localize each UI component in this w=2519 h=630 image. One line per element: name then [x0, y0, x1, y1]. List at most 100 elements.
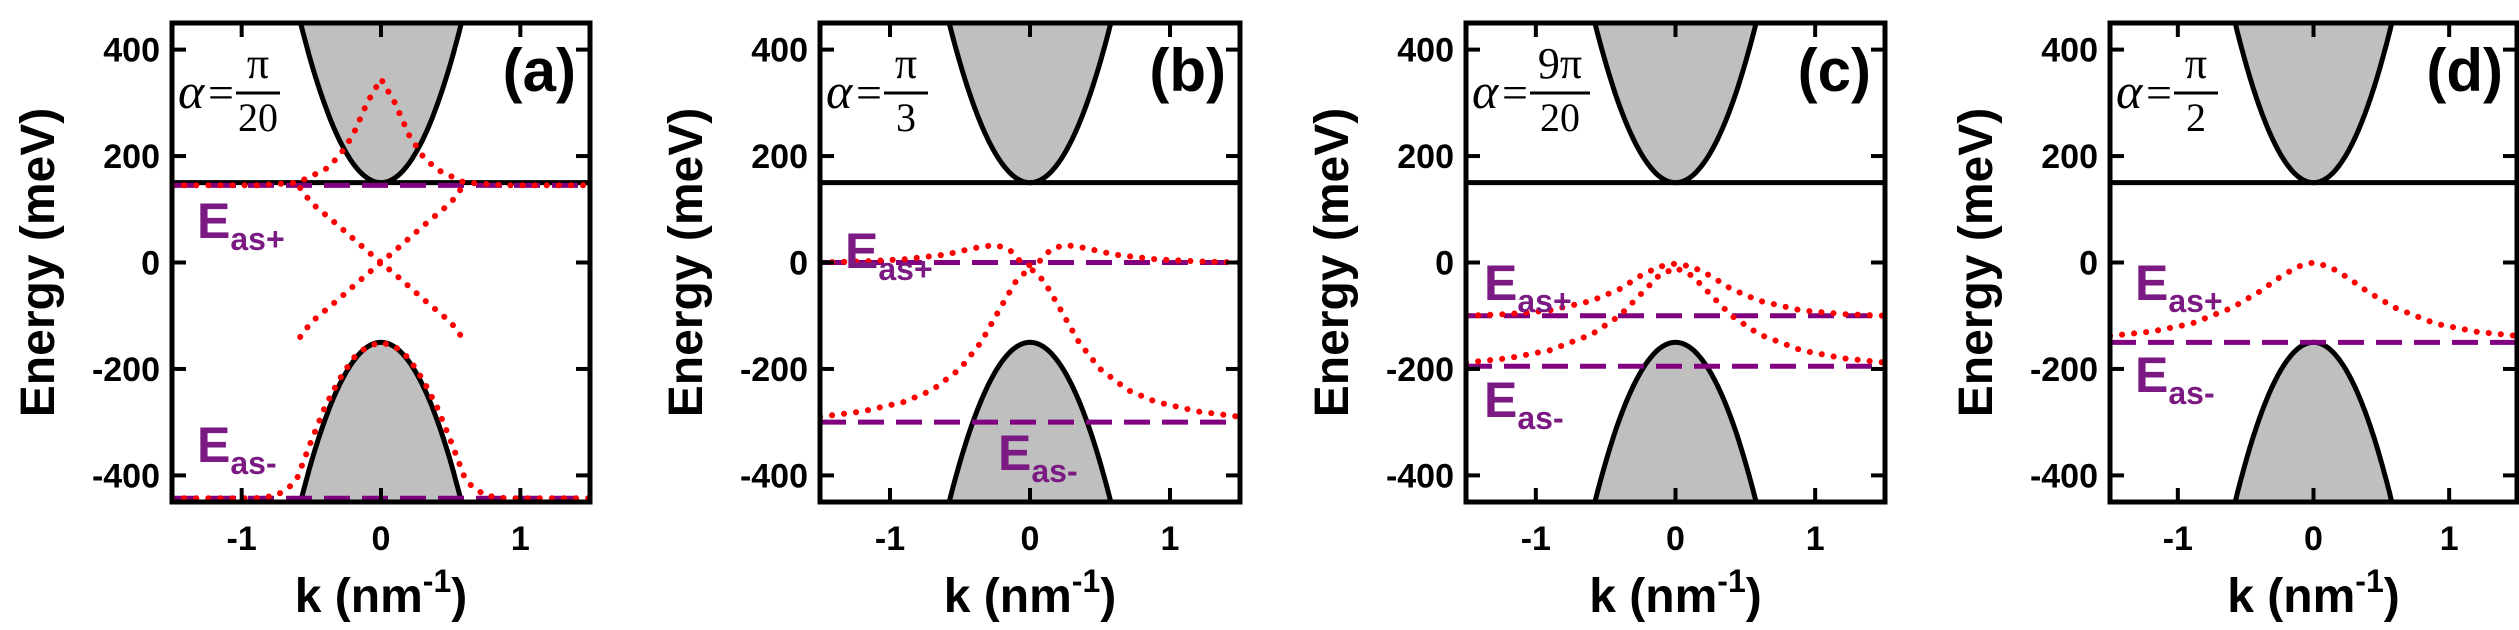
y-tick-label: -400	[1386, 457, 1454, 495]
alpha-annotation: α = π 2	[2116, 39, 2218, 140]
alpha-denominator: 20	[1540, 95, 1580, 140]
alpha-denominator: 20	[238, 95, 278, 140]
alpha-equals: =	[1502, 67, 1528, 118]
y-tick-label: 400	[751, 32, 808, 70]
dotted-series-3	[297, 185, 465, 340]
dotted-series-1	[1466, 260, 1885, 319]
x-axis-label-close: )	[2384, 570, 2400, 623]
eas-minus-label-main: E	[2135, 347, 2168, 403]
alpha-denominator: 3	[896, 95, 916, 140]
eas-minus-label: Eas-	[197, 417, 277, 481]
alpha-denominator: 2	[2186, 95, 2206, 140]
alpha-symbol: α	[826, 63, 854, 119]
dotted-series-1	[820, 241, 1240, 269]
eas-plus-label: Eas+	[2135, 255, 2223, 319]
x-axis-label-sup: -1	[1072, 563, 1100, 599]
x-tick-label: -1	[227, 520, 257, 558]
valence-band-edge	[298, 339, 464, 502]
alpha-equals: =	[208, 67, 234, 118]
alpha-equals: =	[856, 67, 882, 118]
alpha-numerator: π	[2185, 39, 2207, 88]
alpha-equals: =	[2146, 67, 2172, 118]
eas-plus-label-main: E	[2135, 255, 2168, 311]
x-axis-label-sup: -1	[423, 563, 451, 599]
x-tick-label: 0	[1666, 520, 1685, 558]
x-tick-label: -1	[875, 520, 905, 558]
y-tick-label: -400	[92, 457, 160, 495]
x-tick-label: 1	[511, 520, 530, 558]
eas-minus-label-sub: as-	[2168, 375, 2214, 411]
alpha-symbol: α	[2116, 63, 2144, 119]
y-tick-label: -400	[2030, 457, 2098, 495]
alpha-symbol: α	[1472, 63, 1500, 119]
panel-label: (d)	[2426, 37, 2503, 104]
valence-band-fill	[300, 342, 462, 502]
dotted-series-2	[1466, 264, 1885, 366]
eas-minus-label: Eas-	[998, 425, 1078, 489]
x-axis-label-close: )	[1100, 570, 1116, 623]
eas-minus-label-main: E	[1484, 372, 1517, 428]
eas-minus-label-sub: as-	[1031, 453, 1077, 489]
valence-band-edge	[1592, 339, 1759, 502]
x-tick-label: 1	[2440, 520, 2459, 558]
eas-plus-label-sub: as+	[878, 251, 932, 287]
x-tick-label: -1	[1521, 520, 1551, 558]
eas-plus-label-sub: as+	[2168, 283, 2222, 319]
dotted-series-1	[2110, 259, 2517, 339]
conduction-band-fill	[300, 23, 462, 183]
x-tick-label: 0	[2304, 520, 2323, 558]
x-axis-label-main: k (nm	[295, 570, 423, 623]
eas-plus-label-sub: as+	[1517, 283, 1571, 319]
x-tick-label: 0	[372, 520, 391, 558]
x-axis-label-sup: -1	[1717, 563, 1745, 599]
eas-minus-label-sub: as-	[230, 445, 276, 481]
x-tick-label: 0	[1021, 520, 1040, 558]
conduction-band-fill	[1594, 23, 1757, 183]
y-tick-label: 200	[2041, 138, 2098, 176]
alpha-symbol: α	[178, 63, 206, 119]
eas-plus-label-main: E	[845, 223, 878, 279]
x-tick-label: -1	[2163, 520, 2193, 558]
y-tick-label: 200	[751, 138, 808, 176]
y-tick-label: 0	[2079, 245, 2098, 283]
y-tick-label: 400	[2041, 32, 2098, 70]
y-tick-label: 400	[103, 32, 160, 70]
plot-area	[1466, 23, 1885, 502]
x-axis-label-close: )	[1746, 570, 1762, 623]
y-axis-label: Energy (meV)	[12, 108, 65, 417]
x-tick-label: 1	[1161, 520, 1180, 558]
alpha-numerator: π	[247, 39, 269, 88]
plot-area	[820, 23, 1240, 502]
eas-plus-label: Eas+	[1484, 255, 1572, 319]
panel-label: (c)	[1798, 37, 1871, 104]
x-axis-label: k (nm-1)	[944, 563, 1116, 623]
eas-minus-label-main: E	[998, 425, 1031, 481]
alpha-numerator: 9π	[1538, 39, 1582, 88]
alpha-annotation: α =9π 20	[1472, 39, 1590, 140]
eas-minus-label-sub: as-	[1517, 400, 1563, 436]
eas-minus-label: Eas-	[2135, 347, 2215, 411]
eas-plus-label-main: E	[1484, 255, 1517, 311]
x-axis-label: k (nm-1)	[295, 563, 467, 623]
x-axis-label-main: k (nm	[944, 570, 1072, 623]
panel-label: (a)	[503, 37, 576, 104]
x-axis-label: k (nm-1)	[1589, 563, 1761, 623]
y-tick-label: -200	[740, 351, 808, 389]
eas-plus-label: Eas+	[845, 223, 933, 287]
eas-plus-label: Eas+	[197, 193, 285, 257]
valence-band-fill	[2235, 342, 2392, 502]
valence-band-edge	[946, 339, 1114, 502]
y-tick-label: -400	[740, 457, 808, 495]
y-tick-label: 0	[1435, 245, 1454, 283]
x-axis-label-close: )	[451, 570, 467, 623]
y-tick-label: 200	[103, 138, 160, 176]
y-tick-label: -200	[1386, 351, 1454, 389]
y-axis-label: Energy (meV)	[1950, 108, 2003, 417]
y-axis-label: Energy (meV)	[1306, 108, 1359, 417]
x-axis-label-main: k (nm	[2227, 570, 2355, 623]
alpha-numerator: π	[895, 39, 917, 88]
